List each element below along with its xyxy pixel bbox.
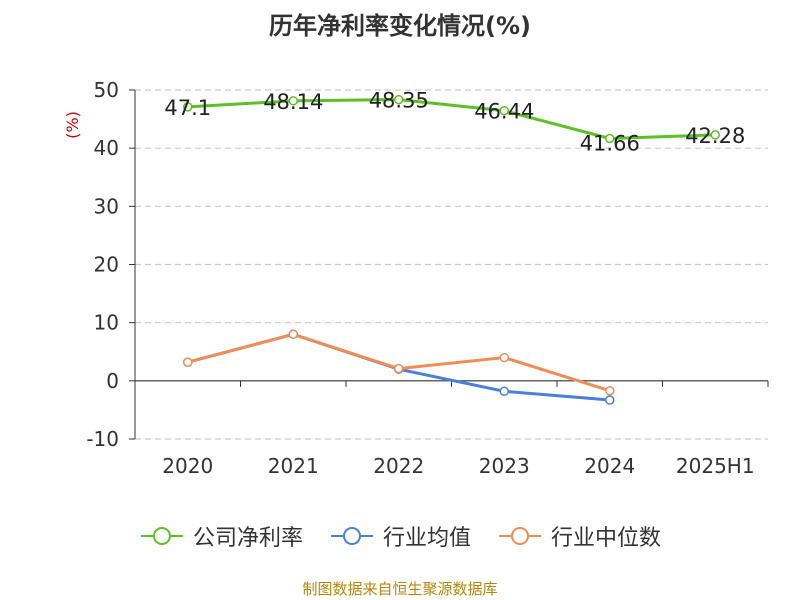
data-label: 42.28 xyxy=(685,124,745,148)
data-point-0 xyxy=(183,102,193,112)
legend-label-industry-mean: 行业均值 xyxy=(382,526,471,551)
y-tick-label: 40 xyxy=(94,136,119,160)
x-tick-label: 2024 xyxy=(584,454,635,478)
y-axis-title: (%) xyxy=(63,111,82,139)
legend-label-company: 公司净利率 xyxy=(192,526,303,551)
legend-item-company[interactable]: 公司净利率 xyxy=(139,520,303,552)
y-tick-label: 0 xyxy=(106,369,119,393)
y-tick-label: -10 xyxy=(86,427,119,451)
y-tick-label: 10 xyxy=(94,311,119,335)
x-tick-label: 2020 xyxy=(162,454,213,478)
legend-marker-industry-mean xyxy=(330,527,373,545)
data-label: 46.44 xyxy=(474,100,534,124)
series-line-2 xyxy=(187,332,611,393)
data-point-2 xyxy=(605,385,615,396)
data-label: 48.35 xyxy=(369,89,429,113)
data-point-2 xyxy=(499,352,509,363)
legend-marker-industry-median xyxy=(499,527,541,545)
data-label: 47.1 xyxy=(164,96,211,120)
x-tick-label: 2023 xyxy=(479,454,530,478)
legend-item-industry-median[interactable]: 行业中位数 xyxy=(497,520,661,552)
chart-title: 历年净利率变化情况(%) xyxy=(269,12,531,40)
x-tick-label: 2025H1 xyxy=(676,454,755,478)
data-point-1 xyxy=(499,386,509,397)
y-tick-label: 30 xyxy=(94,194,119,218)
legend-item-industry-mean[interactable]: 行业均值 xyxy=(329,520,471,552)
data-point-0 xyxy=(605,133,615,144)
data-label: 48.14 xyxy=(263,90,323,114)
data-point-0 xyxy=(288,96,298,106)
y-tick-label: 20 xyxy=(94,253,119,277)
data-point-2 xyxy=(394,363,404,374)
data-point-1 xyxy=(605,395,615,405)
legend-label-industry-median: 行业中位数 xyxy=(551,526,662,551)
data-point-0 xyxy=(499,105,509,116)
data-point-2 xyxy=(288,329,298,340)
data-point-0 xyxy=(394,94,404,105)
data-point-2 xyxy=(183,357,193,367)
source-note: 制图数据来自恒生聚源数据库 xyxy=(302,580,498,598)
y-tick-label: 50 xyxy=(94,78,119,102)
data-point-0 xyxy=(710,130,720,140)
legend: 公司净利率 行业均值 行业中位数 xyxy=(0,520,800,552)
x-tick-label: 2022 xyxy=(373,454,424,478)
x-tick-label: 2021 xyxy=(268,454,319,478)
series-line-0 xyxy=(187,98,716,141)
data-label: 41.66 xyxy=(580,132,640,156)
legend-marker-company xyxy=(140,527,183,545)
